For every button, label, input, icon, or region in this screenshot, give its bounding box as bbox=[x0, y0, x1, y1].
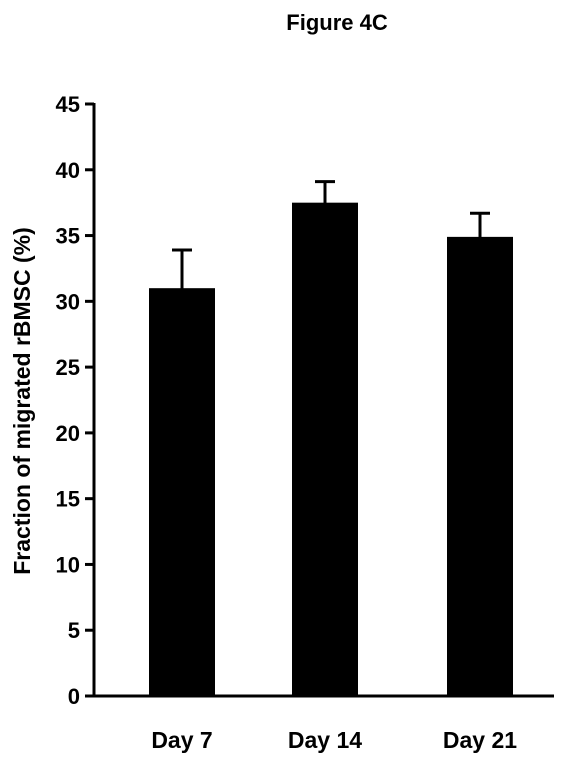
bar bbox=[447, 236, 513, 697]
y-tick-label: 20 bbox=[56, 421, 80, 446]
y-tick-label: 10 bbox=[56, 552, 80, 577]
y-tick-label: 30 bbox=[56, 289, 80, 314]
y-tick-label: 40 bbox=[56, 158, 80, 183]
y-tick-label: 45 bbox=[56, 92, 80, 117]
y-tick-label: 15 bbox=[56, 487, 80, 512]
x-category-label: Day 7 bbox=[151, 727, 212, 753]
y-axis-title: Fraction of migrated rBMSC (%) bbox=[9, 227, 35, 575]
chart-title: Figure 4C bbox=[286, 10, 388, 35]
x-category-label: Day 14 bbox=[288, 727, 362, 753]
y-tick-label: 0 bbox=[68, 684, 80, 709]
y-tick-label: 5 bbox=[68, 618, 80, 643]
x-category-label: Day 21 bbox=[443, 727, 517, 753]
bar bbox=[292, 202, 358, 696]
y-tick-label: 25 bbox=[56, 355, 80, 380]
y-tick-label: 35 bbox=[56, 224, 80, 249]
plot-area: 0 5 10 15 20 25 30 35 40 45 Day 7 Day 14 Day 21 bbox=[56, 92, 554, 753]
bar bbox=[149, 288, 215, 696]
